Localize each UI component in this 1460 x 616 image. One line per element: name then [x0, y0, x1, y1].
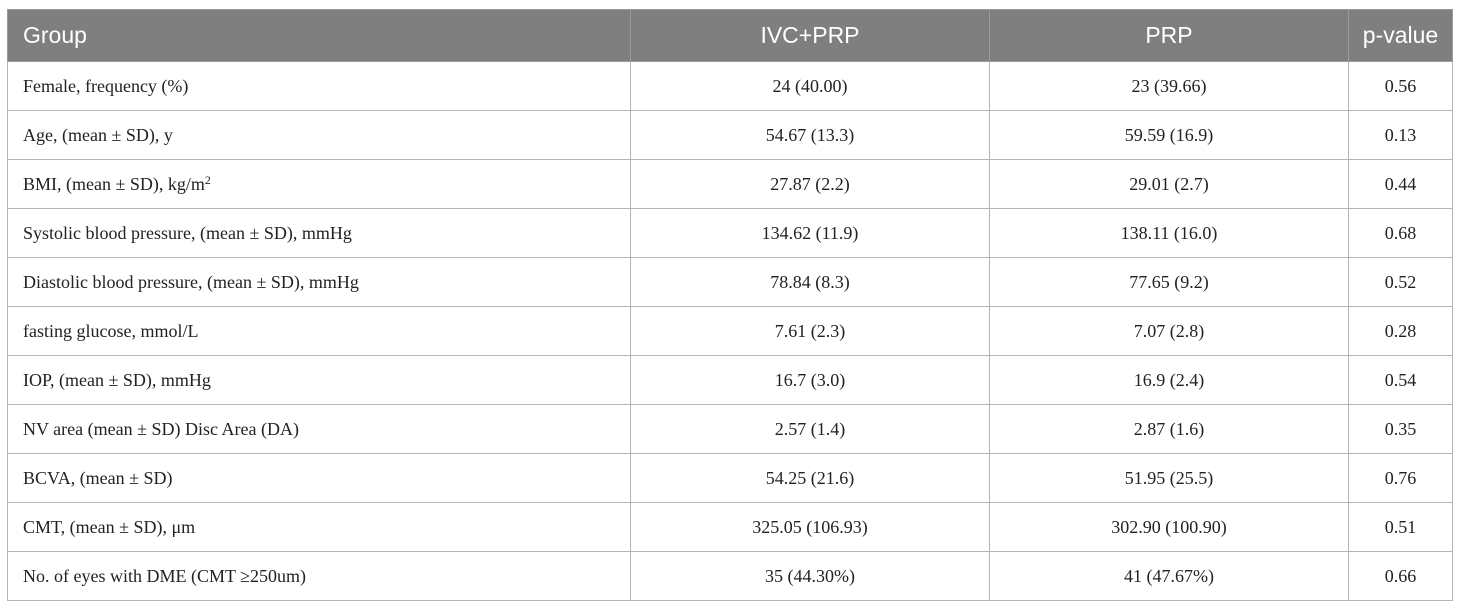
cell-p-value: 0.68 [1348, 208, 1453, 258]
cell-p-value: 0.56 [1348, 61, 1453, 111]
cell-prp: 23 (39.66) [989, 61, 1349, 111]
cell-p-value: 0.66 [1348, 551, 1453, 601]
table-header: Group IVC+PRP PRP p-value [7, 9, 1453, 62]
header-row: Group IVC+PRP PRP p-value [7, 9, 1453, 62]
row-label: Diastolic blood pressure, (mean ± SD), m… [7, 257, 631, 307]
row-label: No. of eyes with DME (CMT ≥250um) [7, 551, 631, 601]
cell-prp: 7.07 (2.8) [989, 306, 1349, 356]
cell-ivc-prp: 2.57 (1.4) [630, 404, 990, 454]
baseline-characteristics-table: Group IVC+PRP PRP p-value Female, freque… [7, 9, 1453, 601]
header-ivc-prp: IVC+PRP [630, 9, 990, 62]
cell-ivc-prp: 27.87 (2.2) [630, 159, 990, 209]
table-row: No. of eyes with DME (CMT ≥250um) 35 (44.… [7, 551, 1453, 601]
header-group: Group [7, 9, 631, 62]
cell-p-value: 0.51 [1348, 502, 1453, 552]
cell-ivc-prp: 7.61 (2.3) [630, 306, 990, 356]
cell-ivc-prp: 54.25 (21.6) [630, 453, 990, 503]
cell-p-value: 0.44 [1348, 159, 1453, 209]
cell-ivc-prp: 24 (40.00) [630, 61, 990, 111]
table-row: Diastolic blood pressure, (mean ± SD), m… [7, 257, 1453, 307]
table-row: NV area (mean ± SD) Disc Area (DA) 2.57 (… [7, 404, 1453, 454]
cell-prp: 29.01 (2.7) [989, 159, 1349, 209]
row-label: fasting glucose, mmol/L [7, 306, 631, 356]
table-row: BMI, (mean ± SD), kg/m2 27.87 (2.2) 29.01 … [7, 159, 1453, 209]
row-label-text: Systolic blood pressure, (mean ± SD), mm… [23, 222, 352, 243]
row-label: NV area (mean ± SD) Disc Area (DA) [7, 404, 631, 454]
row-label: BCVA, (mean ± SD) [7, 453, 631, 503]
cell-ivc-prp: 325.05 (106.93) [630, 502, 990, 552]
row-label: Age, (mean ± SD), y [7, 110, 631, 160]
row-label-text: IOP, (mean ± SD), mmHg [23, 369, 211, 390]
row-label-text: BCVA, (mean ± SD) [23, 467, 173, 488]
cell-ivc-prp: 78.84 (8.3) [630, 257, 990, 307]
cell-ivc-prp: 35 (44.30%) [630, 551, 990, 601]
cell-p-value: 0.54 [1348, 355, 1453, 405]
cell-prp: 138.11 (16.0) [989, 208, 1349, 258]
cell-prp: 77.65 (9.2) [989, 257, 1349, 307]
table-row: Age, (mean ± SD), y 54.67 (13.3) 59.59 (16… [7, 110, 1453, 160]
table-row: fasting glucose, mmol/L 7.61 (2.3) 7.07 (2… [7, 306, 1453, 356]
table-row: CMT, (mean ± SD), μm 325.05 (106.93) 302.9… [7, 502, 1453, 552]
cell-ivc-prp: 134.62 (11.9) [630, 208, 990, 258]
row-label: IOP, (mean ± SD), mmHg [7, 355, 631, 405]
row-label-text: BMI, (mean ± SD), kg/m [23, 173, 205, 194]
row-label: CMT, (mean ± SD), μm [7, 502, 631, 552]
row-label-text: CMT, (mean ± SD), μm [23, 516, 196, 537]
table-row: Female, frequency (%) 24 (40.00) 23 (39.66… [7, 61, 1453, 111]
cell-prp: 302.90 (100.90) [989, 502, 1349, 552]
table-row: Systolic blood pressure, (mean ± SD), mm… [7, 208, 1453, 258]
table-body: Female, frequency (%) 24 (40.00) 23 (39.66… [7, 61, 1453, 601]
header-prp: PRP [989, 9, 1349, 62]
row-label-text: Age, (mean ± SD), y [23, 124, 173, 145]
cell-p-value: 0.28 [1348, 306, 1453, 356]
cell-p-value: 0.52 [1348, 257, 1453, 307]
row-label-text: No. of eyes with DME (CMT ≥250um) [23, 565, 307, 586]
cell-ivc-prp: 16.7 (3.0) [630, 355, 990, 405]
row-label-superscript: 2 [204, 172, 211, 187]
cell-prp: 41 (47.67%) [989, 551, 1349, 601]
row-label-text: Female, frequency (%) [23, 75, 189, 96]
row-label: BMI, (mean ± SD), kg/m2 [7, 159, 631, 209]
cell-ivc-prp: 54.67 (13.3) [630, 110, 990, 160]
cell-p-value: 0.76 [1348, 453, 1453, 503]
row-label: Systolic blood pressure, (mean ± SD), mm… [7, 208, 631, 258]
cell-prp: 2.87 (1.6) [989, 404, 1349, 454]
row-label-text: NV area (mean ± SD) Disc Area (DA) [23, 418, 299, 439]
table-row: IOP, (mean ± SD), mmHg 16.7 (3.0) 16.9 (2.… [7, 355, 1453, 405]
cell-prp: 59.59 (16.9) [989, 110, 1349, 160]
cell-prp: 16.9 (2.4) [989, 355, 1349, 405]
cell-p-value: 0.35 [1348, 404, 1453, 454]
cell-prp: 51.95 (25.5) [989, 453, 1349, 503]
cell-p-value: 0.13 [1348, 110, 1453, 160]
table-container: Group IVC+PRP PRP p-value Female, freque… [7, 9, 1453, 601]
header-p-value: p-value [1348, 9, 1453, 62]
table-row: BCVA, (mean ± SD) 54.25 (21.6) 51.95 (25.5… [7, 453, 1453, 503]
row-label: Female, frequency (%) [7, 61, 631, 111]
row-label-text: Diastolic blood pressure, (mean ± SD), m… [23, 271, 359, 292]
row-label-text: fasting glucose, mmol/L [23, 320, 199, 341]
